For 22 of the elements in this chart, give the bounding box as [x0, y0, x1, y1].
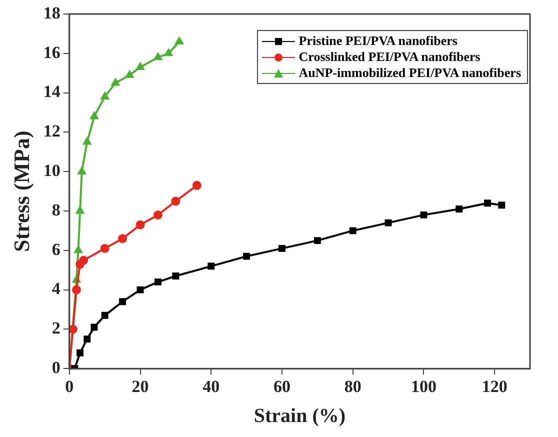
y-tick-label: 12 — [43, 122, 60, 141]
y-tick-label: 2 — [52, 318, 60, 338]
y-tick-label: 10 — [43, 160, 60, 180]
x-tick-label: 80 — [344, 377, 362, 396]
x-axis-title: Strain (%) — [254, 405, 346, 428]
x-tick-label: 0 — [65, 377, 74, 396]
y-tick-label: 14 — [43, 82, 61, 102]
y-tick-label: 8 — [52, 200, 60, 220]
x-tick-label: 40 — [202, 377, 220, 396]
y-tick-label: 6 — [52, 240, 60, 259]
y-tick-label: 18 — [43, 3, 60, 22]
y-tick-label: 0 — [52, 358, 60, 377]
y-axis-title: Stress (MPa) — [8, 130, 34, 252]
legend-label: Crosslinked PEI/PVA nanofibers — [298, 49, 480, 65]
x-tick-label: 60 — [273, 377, 290, 396]
x-tick-label: 100 — [410, 377, 436, 396]
x-tick-label: 120 — [482, 377, 508, 396]
legend-label: Pristine PEI/PVA nanofibers — [298, 33, 458, 49]
y-tick-label: 16 — [43, 42, 60, 62]
x-tick-label: 20 — [132, 377, 149, 396]
legend-label: AuNP-immobilized PEI/PVA nanofibers — [298, 65, 521, 81]
y-tick-label: 4 — [52, 279, 61, 298]
